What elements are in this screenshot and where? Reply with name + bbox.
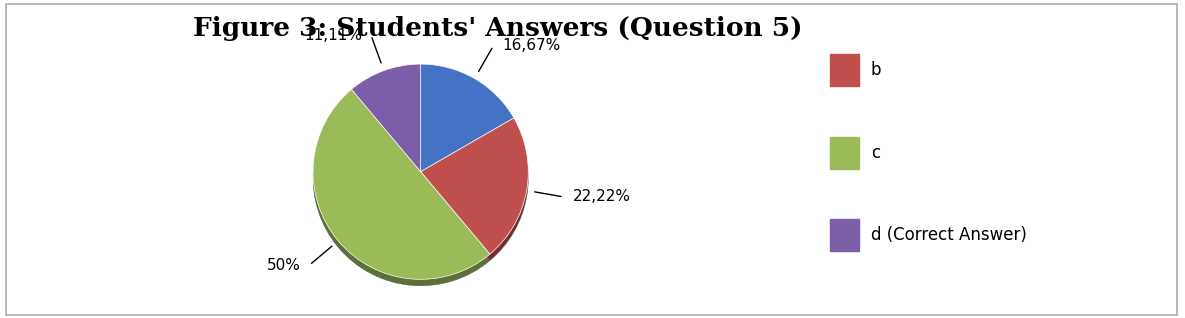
Text: d (Correct Answer): d (Correct Answer)	[871, 226, 1027, 244]
Wedge shape	[421, 64, 514, 172]
Text: 22,22%: 22,22%	[572, 190, 630, 204]
Wedge shape	[421, 71, 514, 178]
Wedge shape	[313, 96, 489, 286]
Text: c: c	[871, 144, 880, 162]
Text: b: b	[871, 61, 882, 79]
Wedge shape	[421, 118, 529, 254]
Wedge shape	[352, 64, 421, 172]
Wedge shape	[421, 124, 529, 261]
Wedge shape	[313, 89, 489, 279]
Text: 16,67%: 16,67%	[502, 38, 561, 53]
Text: Figure 3: Students' Answers (Question 5): Figure 3: Students' Answers (Question 5)	[193, 16, 802, 41]
Text: 11,11%: 11,11%	[305, 28, 363, 43]
Text: 50%: 50%	[267, 258, 301, 273]
Wedge shape	[352, 71, 421, 178]
